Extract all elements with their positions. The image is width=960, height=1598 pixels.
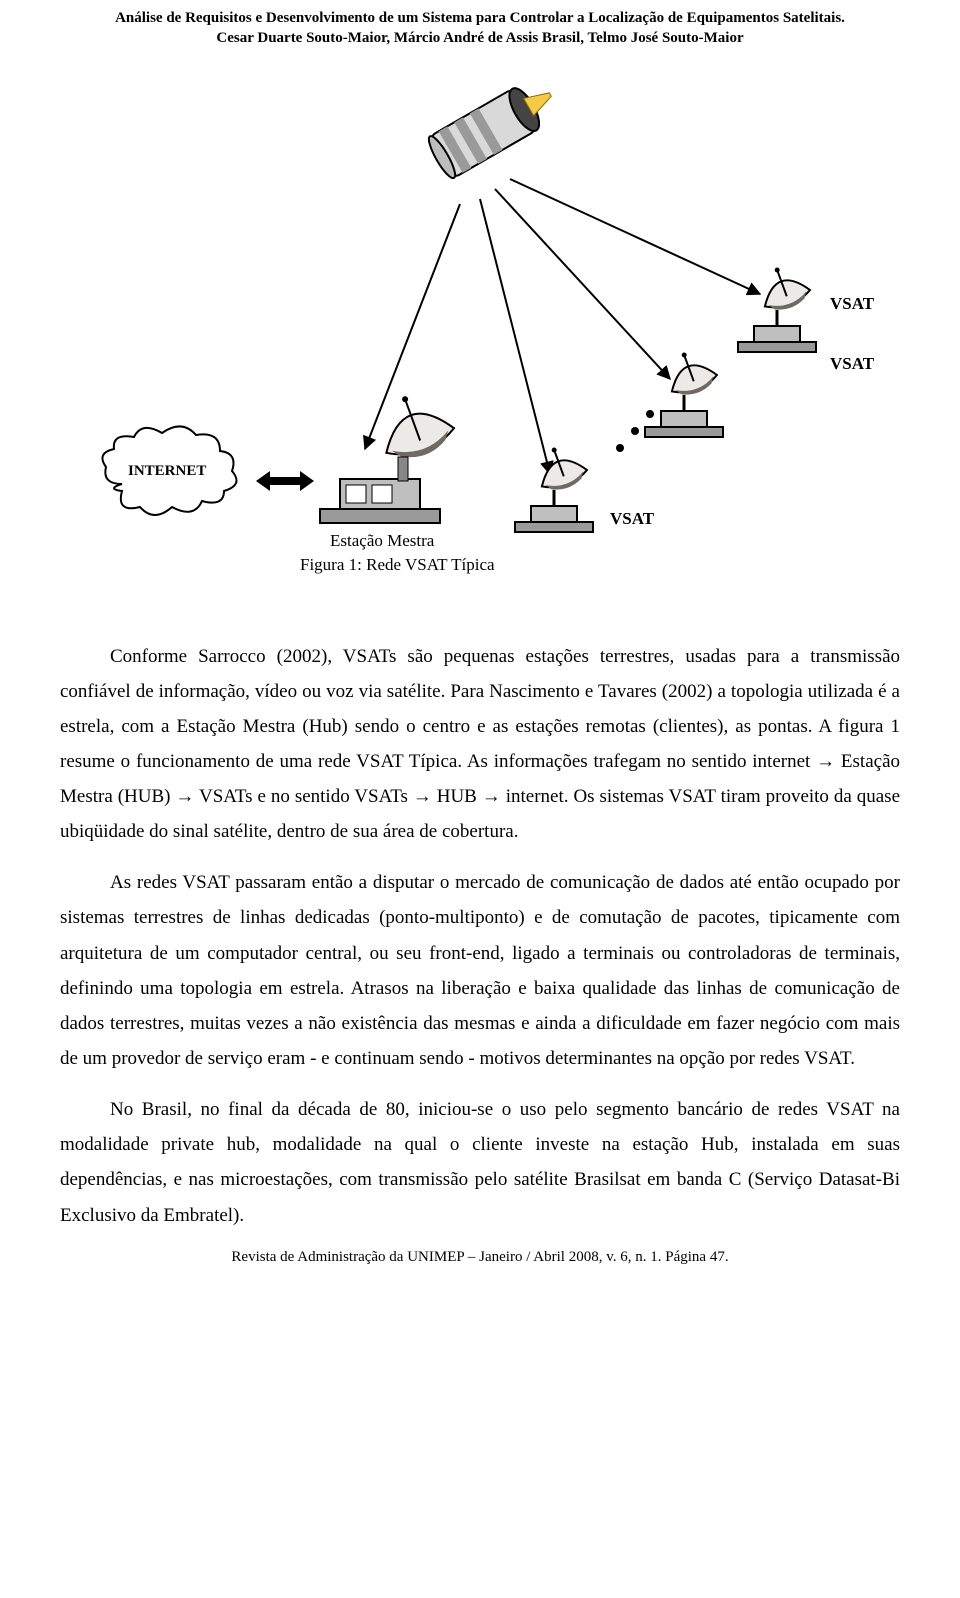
figure-svg <box>60 79 900 609</box>
header-title: Análise de Requisitos e Desenvolvimento … <box>60 8 900 28</box>
paragraph-1: Conforme Sarrocco (2002), VSATs são pequ… <box>60 639 900 850</box>
label-internet: INTERNET <box>128 463 206 480</box>
vsat-dish-icon <box>738 259 816 352</box>
page-footer: Revista de Administração da UNIMEP – Jan… <box>60 1249 900 1266</box>
vsat-dish-icon <box>515 439 593 532</box>
label-vsat-3: VSAT <box>610 509 654 529</box>
double-arrow-icon <box>256 471 314 491</box>
label-vsat-2: VSAT <box>830 354 874 374</box>
header-authors: Cesar Duarte Souto-Maior, Márcio André d… <box>60 28 900 48</box>
paragraph-3: No Brasil, no final da década de 80, ini… <box>60 1092 900 1233</box>
page-header: Análise de Requisitos e Desenvolvimento … <box>60 8 900 49</box>
satellite-icon <box>425 79 562 181</box>
vsat-dish-icon <box>645 344 723 437</box>
label-hub: Estação Mestra <box>330 531 434 551</box>
figure-caption: Figura 1: Rede VSAT Típica <box>300 555 495 575</box>
page: Análise de Requisitos e Desenvolvimento … <box>0 0 960 1286</box>
paragraph-2: As redes VSAT passaram então a disputar … <box>60 865 900 1076</box>
figure-vsat-network: VSAT VSAT VSAT INTERNET Estação Mestra F… <box>60 79 900 609</box>
body-text: Conforme Sarrocco (2002), VSATs são pequ… <box>60 639 900 1233</box>
hub-dish-icon <box>320 384 459 523</box>
label-vsat-1: VSAT <box>830 294 874 314</box>
